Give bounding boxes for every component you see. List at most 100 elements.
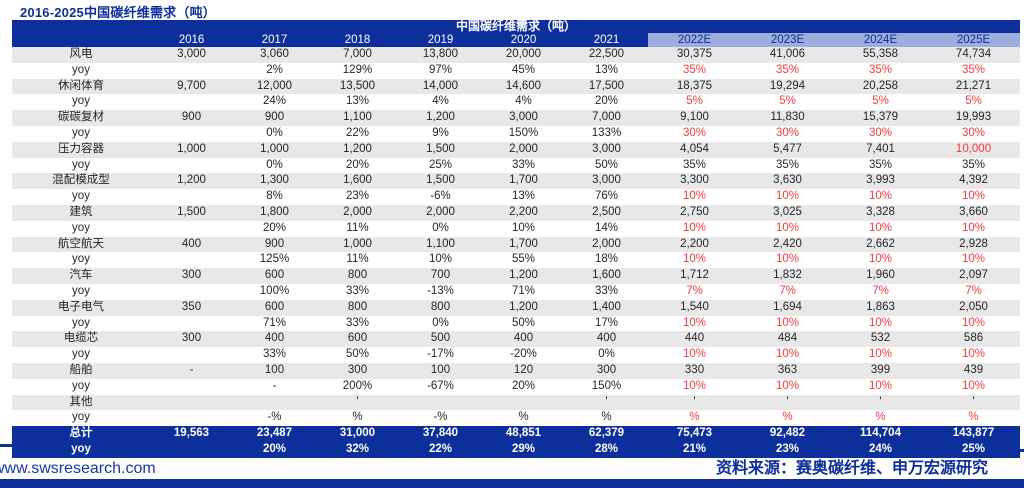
cell-2019: 2,000 xyxy=(399,204,482,221)
cell-2016 xyxy=(150,189,233,205)
cell-2017: 125% xyxy=(233,252,316,269)
cell-2017: 2% xyxy=(233,62,316,79)
column-header-2017: 2017 xyxy=(233,33,316,47)
row-label: yoy xyxy=(12,220,150,237)
cell-2022E: 10% xyxy=(648,252,741,269)
cell-2021: 33% xyxy=(565,283,648,300)
cell-2019: 500 xyxy=(399,331,482,348)
cell-2021: 14% xyxy=(565,220,648,237)
cell-2022E: 10% xyxy=(648,220,741,237)
cell-2024E: ' xyxy=(834,394,927,411)
cell-2019: -17% xyxy=(399,347,482,363)
cell-2019: 100 xyxy=(399,362,482,379)
cell-2017: 3,060 xyxy=(233,47,316,63)
column-header-2019: 2019 xyxy=(399,33,482,47)
cell-2018: 33% xyxy=(316,315,399,332)
cell-2017: 400 xyxy=(233,331,316,348)
cell-2023E: 35% xyxy=(741,62,834,79)
cell-2020 xyxy=(482,394,565,411)
cell-2023E: 23% xyxy=(741,441,834,458)
cell-2025E: 439 xyxy=(927,362,1021,379)
cell-2025E: 586 xyxy=(927,331,1021,348)
cell-2021: 22,500 xyxy=(565,47,648,63)
cell-2017: 600 xyxy=(233,268,316,284)
table-row-yoy-11: yoy 20% 11% 0% 10% 14% 10% 10% 10% 10% xyxy=(12,220,1021,237)
table-row-yoy-23: yoy -%% -%%%%%%% xyxy=(12,410,1021,427)
footer-website-link[interactable]: www.swsresearch.com xyxy=(0,460,156,477)
cell-2017: 0% xyxy=(233,157,316,174)
cell-2017: 1,300 xyxy=(233,173,316,190)
cell-2022E: 330 xyxy=(648,362,741,379)
table-row-其他: 其他 ' ' ' ' ' ' xyxy=(12,394,1021,411)
cell-2018: 1,200 xyxy=(316,141,399,158)
bottom-navy-bar xyxy=(0,479,1024,488)
cell-2017: 0% xyxy=(233,125,316,142)
cell-2019: 97% xyxy=(399,62,482,79)
row-label: yoy xyxy=(12,410,150,427)
cell-2020: 10% xyxy=(482,220,565,237)
column-header-2021: 2021 xyxy=(565,33,648,47)
cell-2023E: 10% xyxy=(741,315,834,332)
cell-2025E: 21,271 xyxy=(927,78,1021,95)
cell-2019: 1,100 xyxy=(399,236,482,253)
cell-2017: 600 xyxy=(233,299,316,316)
cell-2021: 76% xyxy=(565,189,648,205)
column-header-2016: 2016 xyxy=(150,33,233,47)
exhibit-title: 2016-2025中国碳纤维需求（吨） xyxy=(20,5,216,20)
cell-2021: ' xyxy=(565,394,648,411)
table-title-row: 中国碳纤维需求（吨） xyxy=(12,20,1021,33)
cell-2023E: 41,006 xyxy=(741,47,834,63)
cell-2016: 1,500 xyxy=(150,204,233,221)
cell-2024E: 1,863 xyxy=(834,299,927,316)
cell-2016 xyxy=(150,441,233,458)
cell-2018: 13,500 xyxy=(316,78,399,95)
cell-2016 xyxy=(150,378,233,395)
cell-2025E: 10,000 xyxy=(927,141,1021,158)
cell-2017: -% xyxy=(233,410,316,427)
cell-2025E: % xyxy=(927,410,1021,427)
cell-2016 xyxy=(150,315,233,332)
cell-2022E: 7% xyxy=(648,283,741,300)
cell-2022E: 9,100 xyxy=(648,110,741,126)
row-label: yoy xyxy=(12,441,150,458)
left-edge-accent-line xyxy=(0,444,37,447)
cell-2020: 4% xyxy=(482,94,565,111)
cell-2020: 48,851 xyxy=(482,426,565,442)
cell-2020: 29% xyxy=(482,441,565,458)
cell-2022E: % xyxy=(648,410,741,427)
cell-2018: 1,100 xyxy=(316,110,399,126)
cell-2017: - xyxy=(233,378,316,395)
row-label: yoy xyxy=(12,62,150,79)
cell-2025E: 10% xyxy=(927,189,1021,205)
cell-2019: 1,500 xyxy=(399,173,482,190)
cell-2019: 13,800 xyxy=(399,47,482,63)
row-label: yoy xyxy=(12,157,150,174)
cell-2020: 14,600 xyxy=(482,78,565,95)
cell-2023E: 92,482 xyxy=(741,426,834,442)
cell-2021: 2,000 xyxy=(565,236,648,253)
years-header-row: 2016 2017 2018 2019 2020 2021 2022E 2023E 2024E 2… xyxy=(12,33,1021,47)
cell-2025E: 35% xyxy=(927,157,1021,174)
cell-2017: 33% xyxy=(233,347,316,363)
cell-2020: 45% xyxy=(482,62,565,79)
cell-2023E: 35% xyxy=(741,157,834,174)
cell-2020: 50% xyxy=(482,315,565,332)
table-row-yoy-15: yoy 100% 33% -13% 71% 33% 7% 7% 7% 7% xyxy=(12,283,1021,300)
cell-2023E: 2,420 xyxy=(741,236,834,253)
cell-2023E: 10% xyxy=(741,347,834,363)
table-row-yoy-9: yoy 8% 23% -6% 13% 76% 10% 10% 10% 10% xyxy=(12,189,1021,205)
cell-2018: 31,000 xyxy=(316,426,399,442)
cell-2018: % xyxy=(316,410,399,427)
cell-2017: 1,000 xyxy=(233,141,316,158)
cell-2022E: 5% xyxy=(648,94,741,111)
row-label: yoy xyxy=(12,252,150,269)
cell-2019 xyxy=(399,394,482,411)
table-row-yoy-17: yoy 71% 33% 0% 50% 17% 10% 10% 10% 10% xyxy=(12,315,1021,332)
cell-2020: 400 xyxy=(482,331,565,348)
table-row-休闲体育: 休闲体育 9,700 12,000 13,500 14,000 14,600 17,500 1… xyxy=(12,78,1021,95)
demand-table: 中国碳纤维需求（吨） 2016 2017 2018 2019 2020 2021 2022E… xyxy=(12,20,1021,458)
cell-2016: 19,563 xyxy=(150,426,233,442)
cell-2025E: 4,392 xyxy=(927,173,1021,190)
cell-2020: 20% xyxy=(482,378,565,395)
